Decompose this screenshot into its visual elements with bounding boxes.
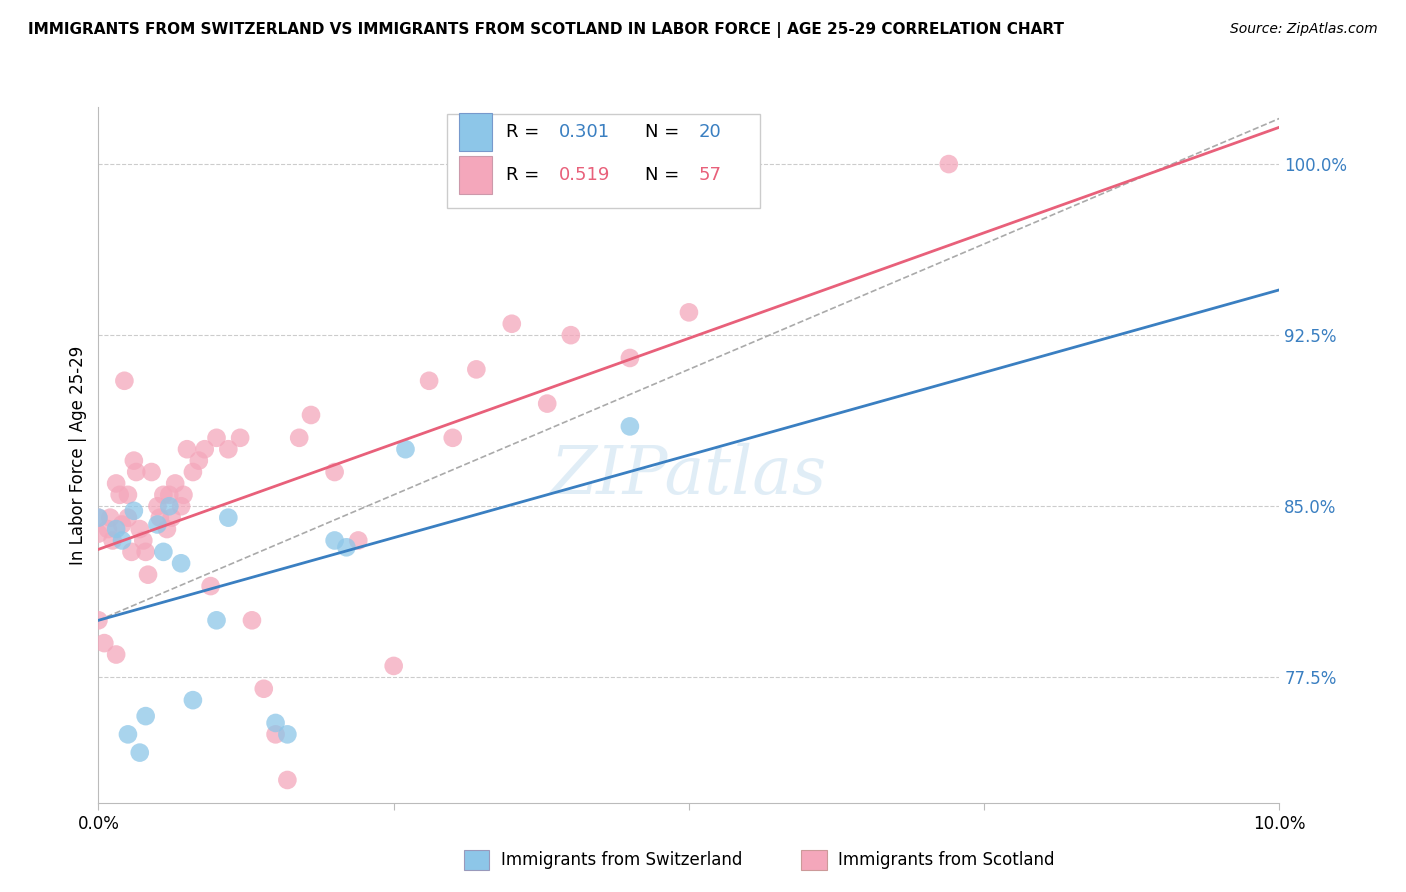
Point [217, 442, 239, 457]
Point [441, 431, 464, 445]
Point [560, 328, 582, 343]
Text: 20: 20 [699, 123, 721, 141]
Point [288, 431, 311, 445]
Text: 0.301: 0.301 [560, 123, 610, 141]
Point [170, 500, 193, 514]
Text: Source: ZipAtlas.com: Source: ZipAtlas.com [1230, 22, 1378, 37]
Point [347, 533, 370, 548]
Point [194, 442, 217, 457]
Point [157, 488, 180, 502]
Point [181, 465, 204, 479]
Point [152, 545, 174, 559]
Point [87, 613, 110, 627]
Point [678, 305, 700, 319]
Text: ZIPatlas: ZIPatlas [551, 443, 827, 508]
Point [87, 526, 110, 541]
Point [323, 533, 346, 548]
Point [276, 772, 298, 787]
Y-axis label: In Labor Force | Age 25-29: In Labor Force | Age 25-29 [69, 345, 87, 565]
Point [382, 659, 405, 673]
Point [240, 613, 263, 627]
Point [117, 510, 139, 524]
Point [181, 693, 204, 707]
Point [465, 362, 488, 376]
Point [619, 419, 641, 434]
Point [152, 488, 174, 502]
Point [253, 681, 276, 696]
Point [276, 727, 298, 741]
Point [323, 465, 346, 479]
Point [299, 408, 322, 422]
Point [619, 351, 641, 365]
Point [418, 374, 440, 388]
Point [111, 533, 134, 548]
Point [87, 510, 110, 524]
Point [146, 517, 169, 532]
Point [128, 746, 150, 760]
Text: N =: N = [645, 166, 685, 184]
Text: N =: N = [645, 123, 685, 141]
Point [125, 465, 148, 479]
Point [132, 533, 155, 548]
Point [536, 396, 558, 410]
Text: Immigrants from Switzerland: Immigrants from Switzerland [501, 851, 742, 869]
Point [112, 374, 135, 388]
Point [264, 715, 287, 730]
FancyBboxPatch shape [458, 156, 492, 194]
Point [172, 488, 194, 502]
Point [149, 510, 172, 524]
Point [217, 510, 239, 524]
Point [229, 431, 252, 445]
Point [122, 504, 145, 518]
Point [501, 317, 523, 331]
Text: IMMIGRANTS FROM SWITZERLAND VS IMMIGRANTS FROM SCOTLAND IN LABOR FORCE | AGE 25-: IMMIGRANTS FROM SWITZERLAND VS IMMIGRANT… [28, 22, 1064, 38]
Point [141, 465, 163, 479]
Point [128, 522, 150, 536]
FancyBboxPatch shape [447, 114, 759, 208]
Point [135, 545, 157, 559]
Point [938, 157, 960, 171]
Point [146, 500, 169, 514]
Point [176, 442, 198, 457]
Point [157, 500, 180, 514]
Point [93, 636, 115, 650]
Point [98, 510, 121, 524]
Point [205, 613, 228, 627]
Point [200, 579, 222, 593]
Point [156, 522, 179, 536]
Point [108, 488, 131, 502]
Text: R =: R = [506, 166, 546, 184]
Point [101, 533, 124, 548]
Point [105, 476, 128, 491]
Point [335, 541, 357, 555]
Point [97, 522, 120, 536]
Text: 57: 57 [699, 166, 721, 184]
Point [205, 431, 228, 445]
Point [136, 567, 159, 582]
Text: R =: R = [506, 123, 546, 141]
Point [135, 709, 157, 723]
Text: 0.519: 0.519 [560, 166, 610, 184]
Point [105, 522, 128, 536]
Point [394, 442, 416, 457]
Point [165, 476, 187, 491]
Point [117, 727, 139, 741]
Point [105, 648, 128, 662]
Point [121, 545, 143, 559]
Point [170, 556, 193, 570]
FancyBboxPatch shape [458, 112, 492, 151]
Point [111, 517, 134, 532]
Point [87, 510, 110, 524]
Point [264, 727, 287, 741]
Point [122, 453, 145, 467]
Point [187, 453, 209, 467]
Point [160, 510, 183, 524]
Point [117, 488, 139, 502]
Text: Immigrants from Scotland: Immigrants from Scotland [838, 851, 1054, 869]
